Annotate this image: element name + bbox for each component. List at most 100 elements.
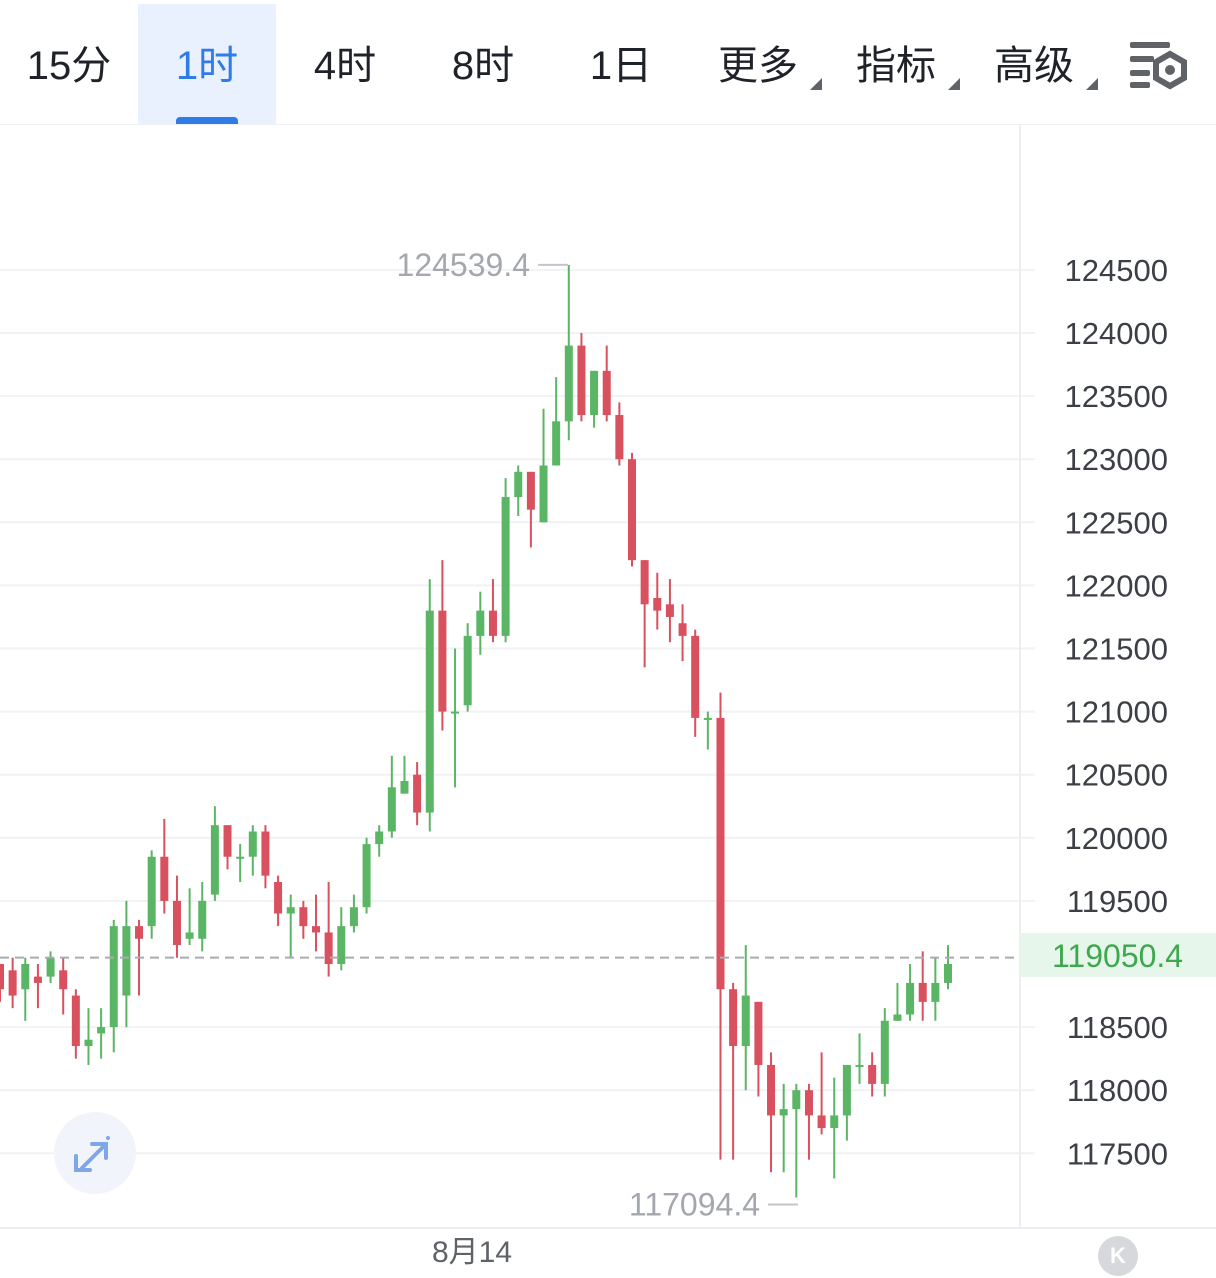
candle-down[interactable] (8, 970, 17, 996)
candle-up[interactable] (198, 900, 207, 939)
candle-down[interactable] (438, 610, 447, 712)
candle-down[interactable] (767, 1064, 776, 1116)
high-marker: 124539.4 (397, 247, 568, 283)
candle-down[interactable] (312, 926, 320, 933)
high-price-label: 124539.4 (397, 247, 530, 283)
candle-up[interactable] (147, 856, 156, 927)
tab-8-hours[interactable]: 8时 (414, 4, 552, 124)
chart-settings-icon[interactable] (1126, 38, 1190, 94)
candle-up[interactable] (46, 957, 55, 977)
candle-down[interactable] (678, 623, 687, 636)
candle-down[interactable] (691, 635, 700, 718)
candle-down[interactable] (640, 560, 649, 605)
candle-down[interactable] (754, 1001, 763, 1065)
candle-up[interactable] (400, 781, 409, 794)
candle-down[interactable] (868, 1064, 877, 1084)
price-tick-label: 117500 (1067, 1136, 1168, 1171)
candle-up[interactable] (286, 907, 295, 914)
candle-down[interactable] (665, 604, 674, 617)
candle-up[interactable] (84, 1039, 93, 1047)
candle-up[interactable] (185, 932, 194, 939)
candle-up[interactable] (476, 610, 485, 636)
candle-down[interactable] (172, 900, 181, 946)
candlestick-chart[interactable]: 124500 124000 123500 123000 122500 122000 1215… (0, 124, 1216, 1278)
candle-down[interactable] (413, 774, 422, 813)
candle-up[interactable] (590, 370, 599, 416)
candle-up[interactable] (906, 982, 915, 1015)
candle-down[interactable] (804, 1090, 813, 1116)
candle-up[interactable] (21, 964, 30, 990)
candle-down[interactable] (526, 471, 535, 510)
candle-up[interactable] (248, 831, 257, 857)
candle-up[interactable] (514, 471, 523, 498)
interval-toolbar: 15分 1时 4时 8时 1日 更多 指标 高级 (0, 0, 1216, 125)
k-line-logo-button[interactable]: K (1098, 1236, 1138, 1276)
tab-1-hour[interactable]: 1时 (138, 4, 276, 124)
candle-up[interactable] (779, 1109, 788, 1116)
candle-up[interactable] (425, 610, 434, 813)
candle-down[interactable] (223, 825, 232, 857)
price-tick-label: 123500 (1065, 379, 1168, 414)
more-dropdown[interactable]: 更多 (718, 4, 838, 124)
candle-up[interactable] (830, 1115, 839, 1129)
tab-label: 8时 (451, 44, 515, 88)
candle-up[interactable] (375, 831, 384, 845)
price-tick-label: 122000 (1065, 568, 1168, 603)
candles-group (0, 264, 952, 1198)
indicators-dropdown[interactable]: 指标 (856, 4, 976, 124)
candle-up[interactable] (855, 1064, 864, 1067)
candle-down[interactable] (59, 970, 68, 990)
candle-down[interactable] (918, 982, 927, 1002)
candle-up[interactable] (451, 711, 460, 714)
chart-grid (0, 268, 1035, 1155)
candle-down[interactable] (0, 964, 4, 990)
expand-chart-button[interactable] (54, 1112, 136, 1194)
candle-up[interactable] (349, 907, 358, 927)
candle-down[interactable] (488, 610, 497, 636)
price-tick-label: 121500 (1065, 632, 1168, 667)
candle-up[interactable] (880, 1020, 889, 1084)
tab-1-day[interactable]: 1日 (552, 4, 690, 124)
candle-up[interactable] (944, 964, 952, 983)
candle-down[interactable] (160, 856, 169, 901)
candle-up[interactable] (741, 995, 750, 1047)
candle-down[interactable] (615, 415, 624, 460)
price-tick-label: 118500 (1067, 1010, 1168, 1045)
candle-down[interactable] (817, 1115, 826, 1129)
candle-up[interactable] (362, 844, 371, 908)
candle-down[interactable] (135, 926, 144, 939)
candle-up[interactable] (97, 1027, 106, 1034)
candle-up[interactable] (842, 1064, 851, 1116)
candle-down[interactable] (274, 881, 283, 914)
candle-down[interactable] (71, 995, 80, 1047)
candle-down[interactable] (628, 459, 636, 561)
candle-up[interactable] (463, 635, 472, 706)
tab-label: 15分 (26, 44, 112, 88)
candle-up[interactable] (501, 497, 510, 636)
tab-4-hours[interactable]: 4时 (276, 4, 414, 124)
candle-up[interactable] (703, 717, 712, 720)
candle-down[interactable] (324, 932, 333, 964)
candle-up[interactable] (893, 1014, 902, 1021)
candle-down[interactable] (33, 976, 42, 983)
candle-up[interactable] (931, 982, 940, 1002)
candle-up[interactable] (337, 926, 346, 964)
candle-up[interactable] (122, 926, 131, 996)
candle-up[interactable] (539, 465, 548, 523)
candle-down[interactable] (261, 831, 270, 876)
candle-up[interactable] (210, 825, 219, 895)
candle-down[interactable] (577, 345, 586, 416)
candle-down[interactable] (653, 598, 662, 611)
candle-down[interactable] (602, 370, 611, 416)
candle-up[interactable] (236, 856, 245, 859)
candle-up[interactable] (552, 421, 561, 466)
advanced-dropdown[interactable]: 高级 (994, 4, 1114, 124)
candle-down[interactable] (729, 989, 738, 1047)
candle-down[interactable] (716, 717, 725, 990)
candle-down[interactable] (299, 907, 308, 927)
candle-up[interactable] (109, 926, 118, 1028)
tab-15-minutes[interactable]: 15分 (0, 4, 138, 124)
candle-up[interactable] (564, 345, 573, 422)
candle-up[interactable] (792, 1090, 801, 1110)
candle-up[interactable] (387, 787, 396, 832)
